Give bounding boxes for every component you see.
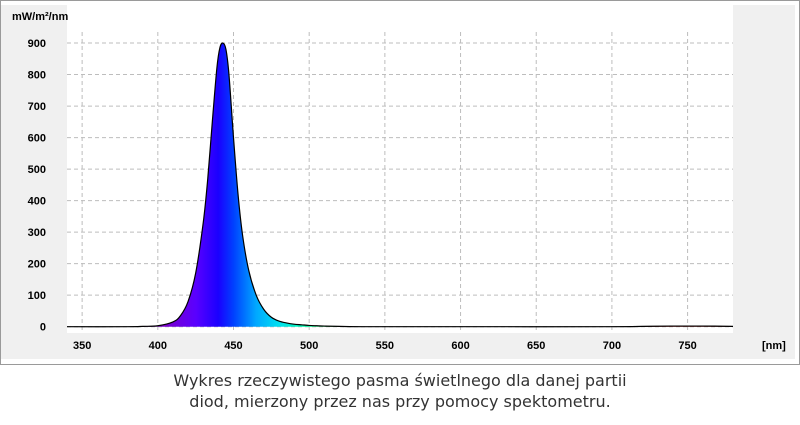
y-tick-label: 900 — [28, 38, 46, 50]
left-margin-panel — [1, 5, 67, 359]
x-tick-label: 650 — [527, 340, 545, 352]
x-tick-label: 500 — [300, 340, 318, 352]
spectrum-area — [67, 42, 733, 327]
y-tick-labels: 0 100 200 300 400 500 600 700 800 900 — [28, 38, 46, 334]
x-unit-label: [nm] — [762, 340, 786, 352]
x-tick-label: 450 — [224, 340, 242, 352]
plot-area — [67, 32, 733, 333]
y-tick-label: 200 — [28, 259, 46, 271]
caption-line-2: diod, mierzony przez nas przy pomocy spe… — [189, 392, 611, 411]
y-tick-label: 0 — [40, 322, 46, 334]
x-tick-labels: 350 400 450 500 550 600 650 700 750 — [73, 340, 697, 352]
y-tick-label: 500 — [28, 164, 46, 176]
x-tick-label: 350 — [73, 340, 91, 352]
y-tick-label: 100 — [28, 290, 46, 302]
x-tick-label: 600 — [451, 340, 469, 352]
right-margin-panel — [733, 5, 795, 359]
y-tick-label: 400 — [28, 196, 46, 208]
spectrum-line — [66, 42, 734, 328]
x-tick-label: 550 — [376, 340, 394, 352]
grid-lines — [67, 32, 733, 333]
figure-caption: Wykres rzeczywistego pasma świetlnego dl… — [0, 370, 800, 412]
y-tick-label: 300 — [28, 227, 46, 239]
y-tick-label: 700 — [28, 101, 46, 113]
x-tick-label: 700 — [603, 340, 621, 352]
y-tick-label: 600 — [28, 133, 46, 145]
spectrum-chart: 0 100 200 300 400 500 600 700 800 900 350 400 450 50… — [0, 0, 800, 365]
y-tick-label: 800 — [28, 70, 46, 82]
x-tick-label: 400 — [149, 340, 167, 352]
caption-line-1: Wykres rzeczywistego pasma świetlnego dl… — [173, 371, 627, 390]
x-tick-label: 750 — [678, 340, 696, 352]
bottom-margin-panel — [67, 333, 733, 359]
y-axis-label: mW/m²/nm — [12, 11, 68, 23]
